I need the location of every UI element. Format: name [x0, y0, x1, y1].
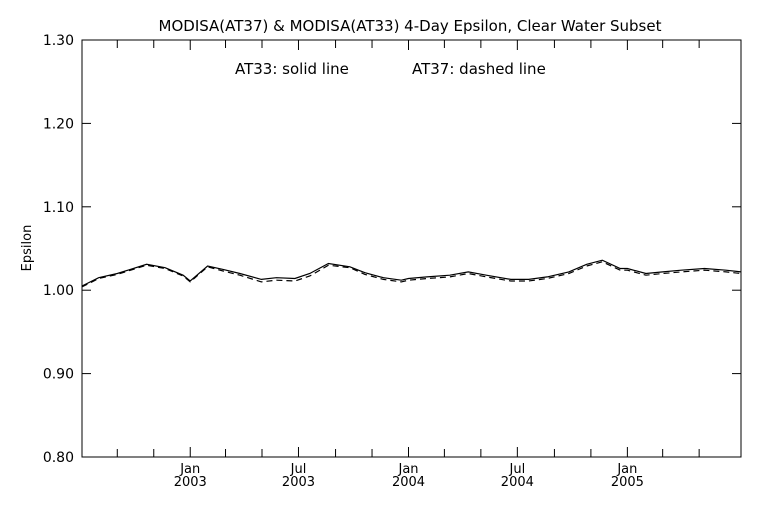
- axis-ticks: 0.800.901.001.101.201.30Jan2003Jul2003Ja…: [43, 33, 741, 490]
- x-tick-year-label: 2003: [174, 475, 207, 490]
- x-tick-month-label: Jan: [397, 462, 418, 477]
- annotation-solid-line: AT33: solid line: [235, 60, 349, 78]
- chart-title: MODISA(AT37) & MODISA(AT33) 4-Day Epsilo…: [159, 17, 662, 35]
- y-axis-label: Epsilon: [20, 225, 35, 272]
- y-tick-label: 0.80: [43, 450, 74, 466]
- x-tick-year-label: 2004: [392, 475, 425, 490]
- y-tick-label: 1.00: [43, 283, 74, 299]
- y-tick-label: 1.30: [43, 33, 74, 49]
- y-tick-label: 0.90: [43, 367, 74, 383]
- series-line-at37: [81, 261, 742, 288]
- annotation-dashed-line: AT37: dashed line: [412, 60, 546, 78]
- series-line-at33: [81, 259, 742, 287]
- plot-frame: [81, 39, 742, 458]
- x-tick-month-label: Jul: [509, 462, 526, 477]
- y-tick-label: 1.10: [43, 200, 74, 216]
- x-tick-year-label: 2003: [282, 475, 315, 490]
- x-tick-month-label: Jan: [179, 462, 200, 477]
- x-tick-year-label: 2005: [611, 475, 644, 490]
- x-tick-year-label: 2004: [501, 475, 534, 490]
- x-tick-month-label: Jan: [616, 462, 637, 477]
- y-tick-label: 1.20: [43, 116, 74, 132]
- x-tick-month-label: Jul: [290, 462, 307, 477]
- series-lines: [81, 259, 742, 288]
